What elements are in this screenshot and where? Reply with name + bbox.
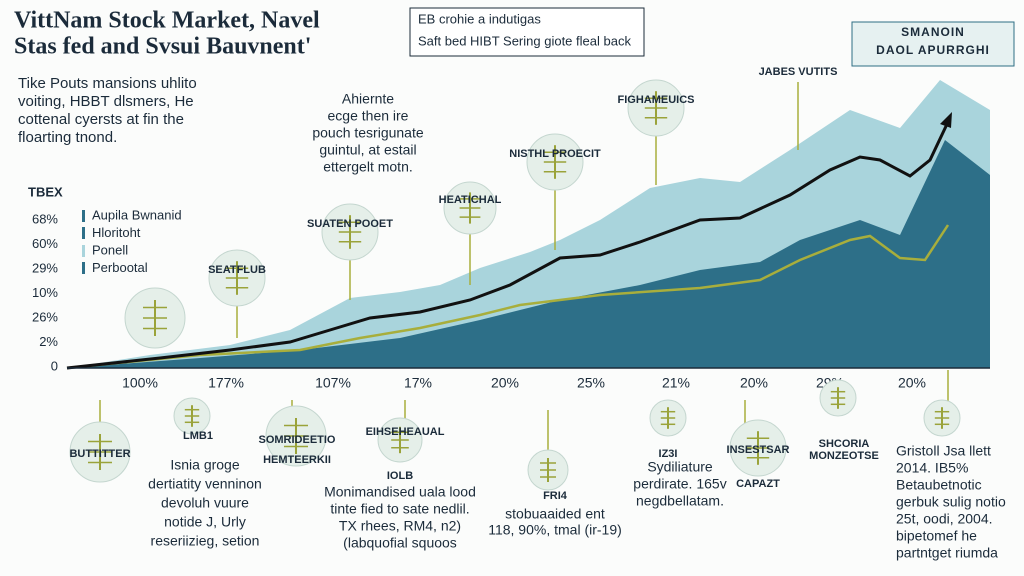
note: partntget riumda <box>896 545 998 561</box>
x-label: 21% <box>662 375 690 391</box>
tree-icon <box>377 417 423 463</box>
tree-icon <box>208 249 266 307</box>
tree-icon <box>923 399 961 437</box>
legend-item: Perbootal <box>92 260 148 275</box>
tree-icon <box>649 399 687 437</box>
note: 118, 90%, tmal (ir-19) <box>488 522 622 538</box>
note: devoluh vuure <box>161 495 249 511</box>
note: notide J, Urly <box>164 514 246 530</box>
icon-label: FRI4 <box>543 490 568 502</box>
note: (labquofial squoos <box>343 535 457 551</box>
title: Stas fed and Svsui Bauvnent' <box>14 34 311 60</box>
legend-item: Ponell <box>92 242 128 257</box>
tree-icon <box>265 405 327 467</box>
tree-icon <box>173 397 211 435</box>
icon-label: SOMRIDEETIO <box>258 434 335 446</box>
icon-label: FIGHAMEUICS <box>618 94 695 106</box>
note: Betaubetnotic <box>896 477 982 493</box>
tree-icon <box>69 421 131 483</box>
annotation: pouch tesrigunate <box>312 125 424 141</box>
note: reseriizieg, setion <box>151 533 260 549</box>
note: tinte fied to sate nedlil. <box>330 501 469 517</box>
icon-label: SUATEN POOET <box>307 218 393 230</box>
icon-label: HEMTEERKII <box>263 454 331 466</box>
note: 2014. IB5% <box>896 460 968 476</box>
axis-title: TBEX <box>28 184 63 199</box>
note: gerbuk sulig notio <box>896 494 1006 510</box>
icon-label: CAPAZT <box>736 478 780 490</box>
x-label: 17% <box>404 375 432 391</box>
tree-icon <box>819 379 857 417</box>
x-label: 25% <box>577 375 605 391</box>
y-label: 29% <box>32 260 58 275</box>
tree-icon <box>627 79 685 137</box>
x-label: 107% <box>315 375 351 391</box>
header-box <box>409 7 645 57</box>
description: floarting tnond. <box>18 129 117 146</box>
annotation: ettergelt motn. <box>323 159 413 175</box>
line-black <box>66 121 950 370</box>
note: stobuaaided ent <box>505 506 605 522</box>
note: bipetomef he <box>896 528 977 544</box>
note: Gristoll Jsa llett <box>896 443 991 459</box>
description: voiting, HBBT dlsmers, He <box>18 93 194 110</box>
tree-icon <box>729 419 787 477</box>
annotation: Ahiernte <box>342 91 394 107</box>
note: dertiatity venninon <box>148 476 262 492</box>
x-label: 20% <box>740 375 768 391</box>
y-label: 2% <box>39 334 58 349</box>
y-label: 10% <box>32 285 58 300</box>
legend-keys <box>82 210 85 274</box>
note: Isnia groge <box>170 457 239 473</box>
icon-label: HEATICHAL <box>439 194 502 206</box>
tree-icon <box>527 449 569 491</box>
annotation: ecge then ire <box>328 108 409 124</box>
line-olive <box>66 224 950 370</box>
y-label: 0 <box>51 358 58 373</box>
note: Sydiliature <box>647 459 713 475</box>
header-box-text: Saft bed HIBT Sering giote fleal back <box>418 33 631 48</box>
title: VittNam Stock Market, Navel <box>14 8 320 34</box>
x-label: 20% <box>491 375 519 391</box>
icon-label: IZ3I <box>659 448 678 460</box>
icon-label: MONZEOTSE <box>809 450 879 462</box>
icon-label: EIHSEHEAUAL <box>366 426 445 438</box>
tree-icon <box>526 133 584 191</box>
badge-text: DAOL APURRGHI <box>876 43 990 57</box>
note: perdirate. 165v <box>633 476 726 492</box>
icon-label: LMB1 <box>183 430 213 442</box>
description: cottenal cyersts at fin the <box>18 111 184 128</box>
x-label: 177% <box>208 375 244 391</box>
icon-label: IOLB <box>387 470 413 482</box>
area-dark <box>67 140 990 368</box>
note: 25t, oodi, 2004. <box>896 511 993 527</box>
legend-item: Hloritoht <box>92 225 141 240</box>
tree-icon <box>443 181 497 235</box>
icon-label: INSESTSAR <box>727 444 790 456</box>
tree-icon <box>321 203 379 261</box>
note: TX rhees, RM4, n2) <box>339 518 461 534</box>
tree-icon <box>124 287 186 349</box>
icon-label: NISTHL PROECIT <box>509 148 601 160</box>
icon-label: JABES VUTITS <box>759 66 838 78</box>
icon-label: BUTTITTER <box>69 448 130 460</box>
y-label: 68% <box>32 211 58 226</box>
note: Monimandised uala lood <box>324 484 476 500</box>
badge-box <box>851 21 1015 67</box>
badge-text: SMANOIN <box>901 25 965 39</box>
arrow-head <box>940 112 952 128</box>
y-label: 60% <box>32 236 58 251</box>
icon-label: SHCORIA <box>819 438 870 450</box>
icon-label: SEATFLUB <box>208 264 266 276</box>
header-box-text: EB crohie a indutigas <box>418 11 541 26</box>
x-label: 100% <box>122 375 158 391</box>
legend-item: Aupila Bwnanid <box>92 207 182 222</box>
note: negdbellatam. <box>636 493 724 509</box>
description: Tike Pouts mansions uhlito <box>18 75 197 92</box>
y-label: 26% <box>32 309 58 324</box>
x-label: 20% <box>898 375 926 391</box>
annotation: guintul, at estail <box>319 142 416 158</box>
